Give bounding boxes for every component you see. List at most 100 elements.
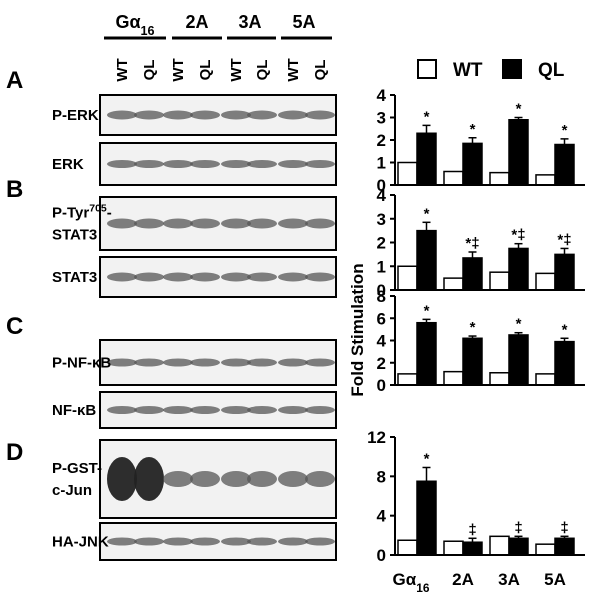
blot-band [163,471,193,487]
blot-band [163,272,193,282]
bar [416,229,437,291]
bar [416,132,437,186]
blot-band [247,406,277,414]
bar [554,537,575,556]
y-tick-label: 1 [377,154,386,173]
lane-label: QL [312,60,329,81]
bar [508,334,529,386]
blot-band [163,358,193,367]
y-tick-label: 4 [377,507,387,526]
bar [462,257,483,291]
panel-letter: D [6,439,23,466]
blot-band [163,218,193,229]
blot-band [278,471,308,487]
significance-mark: * [516,316,522,333]
bar [535,543,556,556]
subscript: 16 [141,24,155,38]
blot-band [247,537,277,546]
blot-band [134,358,164,367]
blot-band [247,160,277,168]
y-tick-label: 0 [377,281,386,300]
blot-band [107,358,137,367]
bar [397,265,418,291]
blot-label: c-Jun [52,482,92,499]
blot-band [221,110,251,120]
y-axis-label: Fold Stimulation [348,263,367,396]
bar [462,337,483,386]
blot-band [163,160,193,168]
text-part: Gα [393,570,417,589]
blot-band [221,537,251,546]
bar [489,271,510,291]
y-tick-label: 2 [377,234,386,253]
significance-mark: ‡ [514,519,522,536]
text-part: HA-JNK [52,534,109,551]
blot-band [305,358,335,367]
blot-band [107,406,137,414]
blot-band [221,160,251,168]
bar [535,174,556,186]
bar [443,277,464,291]
y-tick-label: 0 [377,376,386,395]
lane-label: WT [285,58,302,81]
panel-letter: A [6,67,23,94]
text-part: c-Jun [52,482,92,499]
x-tick-label: Gα16 [393,570,430,595]
blot-band [190,406,220,414]
y-tick-label: 0 [377,176,386,195]
blot-band [247,358,277,367]
significance-mark: * [424,450,430,467]
legend-label: QL [538,60,565,81]
significance-mark: * [516,101,522,118]
bar [508,247,529,291]
blot-band [247,110,277,120]
significance-mark: *‡ [465,235,479,252]
blot-band [221,406,251,414]
text-part: P-ERK [52,107,99,124]
blot-band [278,272,308,282]
significance-mark: * [470,319,476,336]
blot-band [107,457,137,501]
text-part: STAT3 [52,227,97,244]
blot-band [190,160,220,168]
blot-band [247,471,277,487]
lane-label: WT [170,58,187,81]
blot-label: P-Tyr705- [52,203,112,222]
group-label: Gα16 [115,12,154,38]
bar [554,143,575,186]
blot-band [278,160,308,168]
x-tick-label: 5A [544,570,566,589]
subscript: 16 [416,581,430,595]
text-part: 3A [498,570,520,589]
significance-mark: * [424,302,430,319]
blot-band [278,218,308,229]
lane-label: QL [254,60,271,81]
text-part: 5A [292,12,315,32]
blot-band [134,218,164,229]
blot-band [221,358,251,367]
blot-band [134,457,164,501]
blot-band [278,358,308,367]
y-tick-label: 4 [377,186,387,205]
text-part: P-Tyr [52,205,89,222]
bar [397,539,418,556]
legend-swatch [417,59,437,79]
blot-band [305,406,335,414]
blot-band [305,218,335,229]
blot-label: HA-JNK [52,534,109,551]
text-part: - [107,205,112,222]
blot-band [190,218,220,229]
text-part: 2A [452,570,474,589]
blot-band [107,272,137,282]
blot-band [305,160,335,168]
lane-label: QL [141,60,158,81]
panel-letter: B [6,176,23,203]
y-tick-label: 1 [377,257,386,276]
lane-label: WT [228,58,245,81]
blot-band [163,110,193,120]
bar [489,171,510,186]
significance-mark: * [562,321,568,338]
text-part: NF-κB [52,402,96,419]
y-tick-label: 3 [377,210,386,229]
